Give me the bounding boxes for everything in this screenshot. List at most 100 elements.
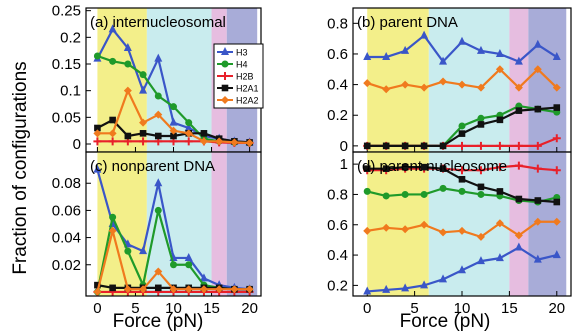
- panel-b-point-h2a2: [439, 77, 448, 86]
- panel-a-point-h3: [154, 53, 163, 62]
- legend-marker-h3: [221, 47, 229, 55]
- panel-a-point-h2a2: [184, 129, 193, 138]
- panel-d-force-band-0: [367, 152, 429, 296]
- panel-c-point-h2a2: [169, 285, 178, 294]
- panel-d-group: 0.20.40.60.810 5 10 15 20(d) parent nucleoso…: [327, 151, 572, 317]
- panel-a-point-h2a2: [169, 126, 178, 135]
- panel-d-ytick-label: 0.6: [327, 217, 348, 234]
- panel-b-force-band-0: [367, 8, 429, 152]
- panel-c-point-h2a2: [184, 285, 193, 294]
- panel-a-force-band-1: [146, 8, 212, 152]
- panel-d-point-h2b: [552, 166, 561, 175]
- panel-c-point-h2a1: [154, 284, 162, 292]
- panel-b-series: [363, 30, 561, 150]
- panel-d-point-h2a2: [458, 226, 466, 235]
- panel-a-point-h2a1: [139, 130, 147, 137]
- panel-b-point-h2b: [476, 141, 485, 150]
- panel-d-xtick-label: 20: [548, 300, 565, 317]
- panel-d-ytick-label: 0.8: [327, 186, 348, 203]
- panel-a-point-h4: [124, 60, 132, 68]
- panel-b-point-h2a2: [401, 80, 410, 89]
- legend-marker-h4: [221, 60, 229, 68]
- panel-a-ytick-label: 0: [73, 136, 81, 153]
- panel-c-force-band-3: [226, 152, 258, 296]
- panel-a-point-h2a2: [230, 138, 239, 147]
- panel-c-point-h4: [170, 261, 177, 269]
- panel-a-point-h2a1: [154, 132, 162, 140]
- panel-a-point-h4: [154, 92, 162, 100]
- panel-d-point-h3: [514, 242, 523, 251]
- panel-a-point-h4: [170, 103, 177, 111]
- panel-b-force-band-2: [509, 8, 529, 152]
- panel-a-point-h3: [139, 85, 148, 94]
- panel-d-point-h2a1: [363, 165, 371, 172]
- panel-a-point-h3: [108, 24, 117, 33]
- panel-c-xtick-label: 15: [203, 300, 220, 317]
- panel-d-point-h4: [477, 190, 485, 198]
- panel-c-group: 0.02 0.04 0.06 0.08 0 5 10 15 20 (c) nonparent DN…: [52, 151, 262, 317]
- panel-a-point-h4: [139, 71, 147, 79]
- panel-b-point-h3: [495, 48, 504, 57]
- panel-a-point-h2a2: [245, 138, 254, 147]
- panel-d-point-h3: [401, 283, 410, 292]
- panel-a-ytick-label: 0.05: [52, 109, 81, 126]
- panel-b-point-h3: [552, 52, 561, 61]
- panel-b-ytick-label: 0.2: [327, 107, 348, 124]
- panel-d-point-h3: [552, 250, 561, 259]
- panel-b-point-h2a2: [533, 65, 542, 74]
- panel-c-point-h4: [154, 206, 162, 214]
- panel-a-point-h2a1: [170, 132, 177, 140]
- panel-d-point-h2a2: [401, 225, 410, 234]
- panel-c-ytick-label: 0.06: [52, 202, 81, 219]
- panel-a-point-h2a2: [123, 86, 132, 95]
- panel-a-point-h3: [184, 123, 193, 131]
- panel-b-group: 0 0.2 0.4 0.6 0.8 (b) parent DNA: [327, 7, 572, 155]
- legend-label-h2b: H2B: [236, 72, 254, 82]
- panel-c-force-band-0: [97, 152, 147, 296]
- panel-d-point-h2a1: [553, 198, 561, 206]
- panel-d-point-h2a1: [439, 165, 447, 172]
- legend-label-h3: H3: [236, 48, 248, 58]
- panel-c-point-h2a2: [245, 285, 254, 294]
- panel-c-xtick-label: 20: [241, 300, 258, 317]
- panel-b-point-h2a1: [553, 104, 561, 111]
- panel-d-point-h2a1: [496, 188, 504, 195]
- panel-d-point-h4: [420, 190, 428, 198]
- legend-marker-h2a1: [221, 84, 229, 92]
- panel-d-point-h2b: [476, 166, 485, 175]
- x-axis-title-right: Force (pN): [400, 311, 491, 331]
- panel-b-point-h4: [477, 114, 485, 122]
- panel-d-point-h3: [476, 256, 485, 265]
- panel-a-point-h2a2: [139, 118, 148, 127]
- panel-b-point-h3: [420, 30, 429, 39]
- panel-b-point-h2a1: [458, 130, 466, 137]
- panel-c-ytick-label: 0.04: [52, 230, 81, 247]
- panel-b-point-h2a2: [363, 79, 372, 88]
- panel-b-point-h2b: [533, 141, 542, 150]
- panel-c-ytick-label: 0.08: [52, 175, 81, 192]
- panel-a-title: (a) internucleosomal: [90, 14, 226, 31]
- panel-d-xtick-label: 10: [454, 300, 471, 317]
- panel-a-ytick-label: 0.15: [52, 56, 81, 73]
- y-axis-title: Fraction of configurations: [10, 61, 31, 274]
- panel-a-point-h2b: [108, 137, 117, 146]
- panel-d-point-h2a2: [495, 219, 504, 228]
- panel-a-group: 0 0.05 0.1 0.15 0.2 0.25 (a) internucleosomal H…: [52, 3, 264, 153]
- panel-d-force-band-1: [428, 152, 510, 296]
- panel-b-point-h2a2: [552, 83, 561, 92]
- panel-a-ytick-label: 0.25: [52, 3, 81, 20]
- panel-a-point-h2a2: [215, 137, 224, 146]
- panel-d-point-h2a2: [514, 231, 523, 240]
- panel-c-point-h3: [93, 164, 102, 173]
- panel-d-point-h3: [363, 286, 372, 295]
- panel-d-point-h2a2: [533, 217, 542, 226]
- panel-b-point-h2a1: [363, 142, 371, 150]
- panel-b-point-h3: [363, 52, 372, 61]
- legend-label-h2a1: H2A1: [236, 84, 259, 94]
- panel-b-point-h2a1: [515, 107, 523, 114]
- legend-label-h4: H4: [236, 60, 248, 70]
- panel-c-point-h2a1: [94, 281, 101, 289]
- panel-d-point-h2b: [514, 161, 523, 170]
- panel-b-point-h2a1: [382, 142, 390, 150]
